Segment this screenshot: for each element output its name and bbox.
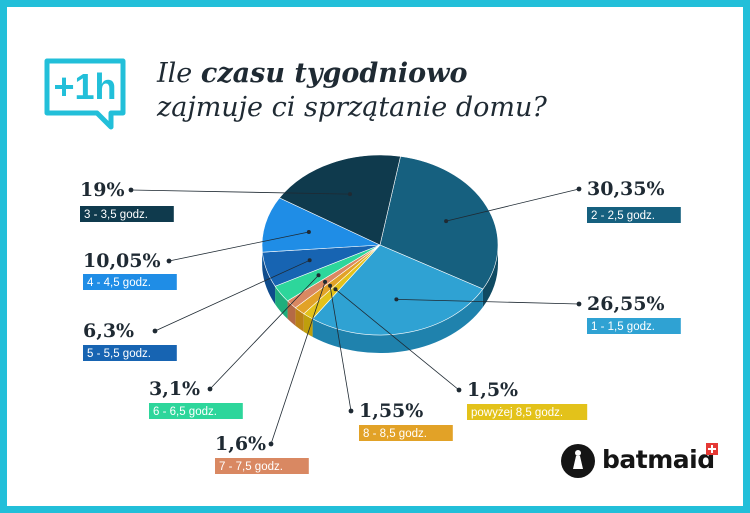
pie-slice xyxy=(279,154,401,246)
batmaid-logo-icon xyxy=(561,444,595,478)
slice-value-label: 10,05% xyxy=(83,250,161,272)
leader-end-dot xyxy=(394,297,399,302)
leader-end-dot xyxy=(348,192,353,197)
category-tag xyxy=(83,274,177,290)
leader-line xyxy=(168,231,309,262)
category-tag xyxy=(467,404,588,420)
pie-slice-side xyxy=(262,252,276,305)
leader-end-dot xyxy=(328,283,333,288)
pie-slice xyxy=(261,197,381,253)
slice-value-label: 1,5% xyxy=(467,379,518,401)
title-line2: zajmuje ci sprzątanie domu? xyxy=(157,92,547,123)
category-label: 5 - 5,5 godz. xyxy=(87,348,151,360)
slice-value-label: 26,55% xyxy=(587,293,665,315)
category-tag xyxy=(215,458,309,474)
leader-line xyxy=(130,189,351,195)
pie-slice-side xyxy=(482,245,498,307)
leader-end-dot xyxy=(316,273,321,278)
leader-dot xyxy=(128,187,134,193)
leader-line xyxy=(396,298,580,305)
leader-end-dot xyxy=(333,287,338,292)
leader-end-dot xyxy=(306,229,311,234)
category-tag xyxy=(587,318,681,334)
slice-value-label: 19% xyxy=(80,179,125,201)
pie-slice-side xyxy=(295,307,304,332)
leader-line xyxy=(270,281,326,445)
chart-title: Ile czasu tygodniowo zajmuje ci sprzątan… xyxy=(157,57,547,125)
leader-dot xyxy=(576,186,582,192)
leader-end-dot xyxy=(323,279,328,284)
leader-line xyxy=(209,274,319,390)
leader-dot xyxy=(268,441,274,447)
category-label: 8 - 8,5 godz. xyxy=(363,428,427,440)
leader-end-dot xyxy=(444,219,449,224)
brand-logo: batmaid xyxy=(560,443,720,487)
slice-value-label: 3,1% xyxy=(149,378,200,400)
leader-line xyxy=(446,188,580,222)
badge-text: +1h xyxy=(53,66,116,107)
slice-value-label: 1,6% xyxy=(215,433,266,455)
title-bold: czasu tygodniowo xyxy=(200,58,468,89)
leader-dot xyxy=(152,328,158,334)
title-prefix: Ile xyxy=(157,58,201,89)
leader-dot xyxy=(207,386,213,392)
swiss-cross-icon xyxy=(706,443,718,455)
category-tag xyxy=(83,345,177,361)
leader-line xyxy=(335,288,460,391)
slice-value-label: 6,3% xyxy=(83,320,134,342)
plus-one-hour-badge-icon: +1h xyxy=(44,58,126,130)
pie-slice-side xyxy=(303,313,313,337)
category-label: 3 - 3,5 godz. xyxy=(84,209,148,221)
category-tag xyxy=(359,425,453,441)
category-label: 1 - 1,5 godz. xyxy=(591,321,655,333)
leader-dot xyxy=(576,301,582,307)
leader-dot xyxy=(456,387,462,393)
category-tag xyxy=(587,207,681,223)
category-label: 2 - 2,5 godz. xyxy=(591,210,655,222)
leader-end-dot xyxy=(307,258,312,263)
category-label: 4 - 4,5 godz. xyxy=(87,277,151,289)
pie-slice xyxy=(312,244,484,336)
slice-value-label: 30,35% xyxy=(587,178,665,200)
category-label: 6 - 6,5 godz. xyxy=(153,406,217,418)
pie-chart: 30,35% 2 - 2,5 godz. 26,55% 1 - 1,5 godz. 1,… xyxy=(80,154,681,474)
pie-slice-side xyxy=(287,300,296,326)
pie-slice-side xyxy=(312,288,483,354)
pie-slice xyxy=(379,156,499,290)
category-label: powyżej 8,5 godz. xyxy=(471,407,563,419)
leader-line xyxy=(154,259,310,332)
brand-name: batmaid xyxy=(602,445,715,474)
leader-dot xyxy=(348,408,354,414)
category-tag xyxy=(149,403,243,419)
category-tag xyxy=(80,206,174,222)
slice-value-label: 1,55% xyxy=(359,400,423,422)
leader-dot xyxy=(166,258,172,264)
category-label: 7 - 7,5 godz. xyxy=(219,461,283,473)
leader-line xyxy=(329,285,352,412)
